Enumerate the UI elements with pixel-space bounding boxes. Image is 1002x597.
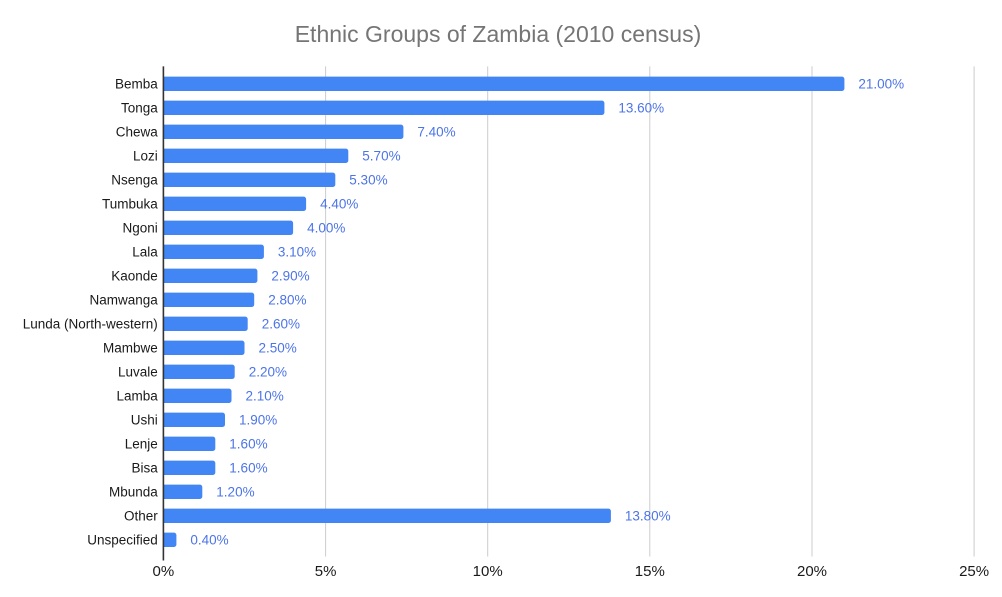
svg-text:Other: Other: [124, 509, 158, 524]
svg-text:Luvale: Luvale: [118, 365, 158, 380]
svg-text:Lozi: Lozi: [133, 149, 158, 164]
svg-text:Chewa: Chewa: [116, 125, 159, 140]
svg-text:5.30%: 5.30%: [349, 173, 387, 188]
svg-text:Namwanga: Namwanga: [90, 293, 159, 308]
svg-text:1.60%: 1.60%: [229, 437, 267, 452]
svg-text:0%: 0%: [153, 563, 175, 580]
svg-text:7.40%: 7.40%: [417, 125, 455, 140]
svg-text:Tonga: Tonga: [121, 101, 158, 116]
svg-text:4.00%: 4.00%: [307, 221, 345, 236]
svg-text:1.90%: 1.90%: [239, 413, 277, 428]
svg-text:Bemba: Bemba: [115, 77, 158, 92]
svg-text:Lala: Lala: [132, 245, 158, 260]
svg-text:2.50%: 2.50%: [259, 341, 297, 356]
svg-text:2.90%: 2.90%: [271, 269, 309, 284]
svg-text:3.10%: 3.10%: [278, 245, 316, 260]
svg-text:25%: 25%: [959, 563, 989, 580]
svg-text:Nsenga: Nsenga: [111, 173, 158, 188]
svg-text:Lunda (North-western): Lunda (North-western): [23, 317, 158, 332]
svg-text:2.20%: 2.20%: [249, 365, 287, 380]
svg-text:10%: 10%: [473, 563, 503, 580]
svg-text:Kaonde: Kaonde: [111, 269, 158, 284]
svg-text:Mambwe: Mambwe: [103, 341, 158, 356]
svg-text:Tumbuka: Tumbuka: [102, 197, 158, 212]
svg-text:20%: 20%: [797, 563, 827, 580]
svg-text:5%: 5%: [315, 563, 337, 580]
svg-text:13.80%: 13.80%: [625, 509, 671, 524]
svg-text:2.60%: 2.60%: [262, 317, 300, 332]
svg-text:Lamba: Lamba: [117, 389, 159, 404]
svg-text:1.60%: 1.60%: [229, 461, 267, 476]
svg-text:Ethnic Groups of Zambia (2010: Ethnic Groups of Zambia (2010 census): [295, 21, 702, 47]
svg-text:Mbunda: Mbunda: [109, 485, 158, 500]
svg-text:Lenje: Lenje: [125, 437, 158, 452]
svg-text:13.60%: 13.60%: [618, 101, 664, 116]
svg-text:0.40%: 0.40%: [190, 533, 228, 548]
svg-text:5.70%: 5.70%: [362, 149, 400, 164]
svg-text:21.00%: 21.00%: [858, 77, 904, 92]
svg-text:Ngoni: Ngoni: [123, 221, 158, 236]
svg-text:15%: 15%: [635, 563, 665, 580]
svg-text:Unspecified: Unspecified: [87, 533, 158, 548]
svg-text:4.40%: 4.40%: [320, 197, 358, 212]
svg-text:Ushi: Ushi: [131, 413, 158, 428]
svg-text:2.80%: 2.80%: [268, 293, 306, 308]
svg-text:1.20%: 1.20%: [216, 485, 254, 500]
svg-text:2.10%: 2.10%: [246, 389, 284, 404]
svg-text:Bisa: Bisa: [132, 461, 159, 476]
